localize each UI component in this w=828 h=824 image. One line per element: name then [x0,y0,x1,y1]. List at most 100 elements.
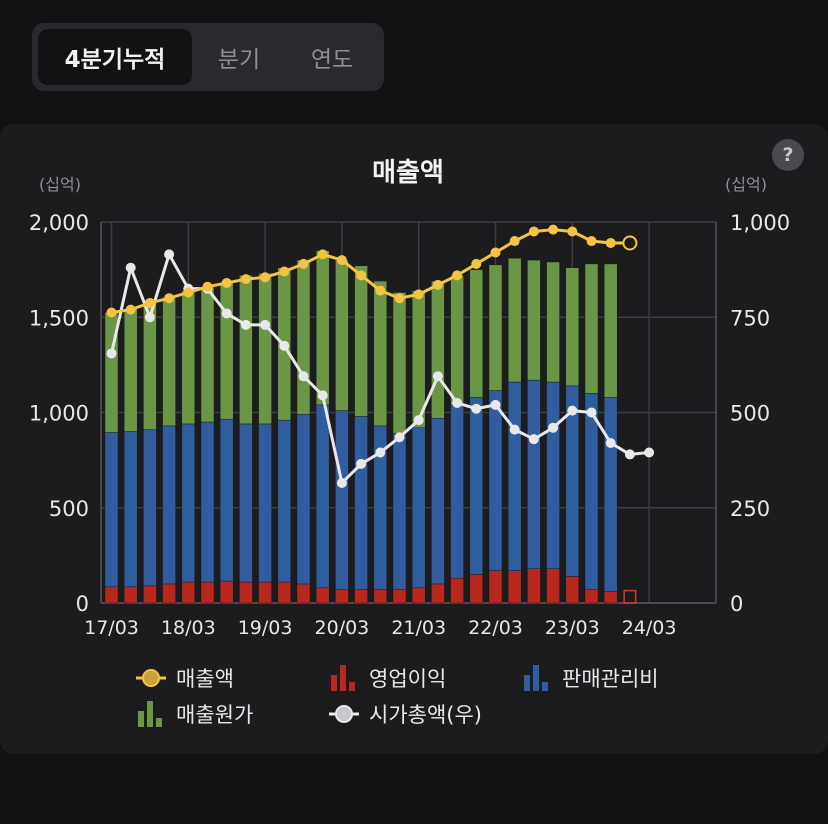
point-revenue [356,270,367,281]
bar-cogs [431,280,445,419]
bar-cogs [181,290,196,425]
bar-operating-profit [450,577,464,604]
bar-operating-profit [469,574,484,604]
bar-cogs [584,263,599,394]
legend-label: 판매관리비 [562,667,659,691]
legend-item-revenue[interactable]: 매출액 [136,663,234,693]
bar-operating-profit [392,589,407,604]
bar-cogs [507,257,522,383]
point-revenue [183,287,194,298]
bar-sga [450,404,464,579]
point-revenue [622,235,638,251]
tab-cumulative-4q[interactable]: 4분기누적 [38,29,192,85]
bar-cogs [469,269,484,398]
x-tick-label: 21/03 [391,617,446,639]
point-market-cap [490,399,501,410]
point-revenue [164,293,175,304]
y-tick-label-left: 1,000 [29,402,89,426]
bar-cogs [258,273,272,425]
point-market-cap [413,415,424,426]
legend-label: 매출원가 [176,703,254,727]
point-market-cap [240,319,251,330]
legend-item-sga[interactable]: 판매관리비 [522,663,659,693]
point-revenue [125,304,136,315]
bar-sga [411,427,426,589]
point-revenue [202,281,213,292]
bar-sga [296,414,311,585]
chart-legend: 매출액 영업이익 판매관리비 매출원가 시가총액(우) [0,655,828,735]
tab-quarter[interactable]: 분기 [217,47,261,73]
point-market-cap [144,312,155,323]
bar-operating-profit [335,589,349,604]
bar-operating-profit [507,570,522,604]
tab-year[interactable]: 연도 [310,47,354,73]
bar-cogs [450,275,464,406]
point-market-cap [336,477,347,488]
point-market-cap [375,447,386,458]
bar-operating-profit [315,587,330,604]
legend-item-cogs[interactable]: 매출원가 [136,699,253,729]
point-revenue [298,258,309,269]
y-tick-label-right: 500 [730,402,770,426]
point-market-cap [548,422,559,433]
bar-cogs [603,263,618,398]
x-tick-label: 20/03 [315,617,370,639]
left-axis-unit: (십억) [39,175,81,194]
x-tick-label: 23/03 [545,617,600,639]
point-revenue [586,236,597,247]
legend-item-operating-profit[interactable]: 영업이익 [329,663,446,693]
bar-operating-profit [143,585,157,604]
line-marker-icon [329,699,359,729]
x-tick-label: 17/03 [84,617,139,639]
point-market-cap [509,424,520,435]
point-revenue [240,274,251,285]
series-line-revenue [111,228,630,314]
bar-sga [354,416,368,590]
bar-cogs [200,286,215,423]
bar-operating-profit [603,591,618,604]
bar-cogs [239,275,253,425]
point-revenue [413,289,424,300]
y-tick-label-left: 1,500 [29,306,89,330]
point-revenue [548,224,559,235]
point-revenue [471,258,482,269]
point-market-cap [356,458,367,469]
bar-sga [123,431,138,588]
bar-sga [527,379,541,569]
help-icon[interactable]: ? [772,139,804,171]
legend-item-market-cap[interactable]: 시가총액(우) [329,699,482,729]
bar-icon [522,663,552,693]
y-tick-label-left: 2,000 [29,211,89,235]
y-tick-label-right: 0 [730,592,743,616]
bar-sga [431,417,445,585]
point-market-cap [260,319,271,330]
right-axis-unit: (십억) [725,175,767,194]
bar-sga [469,397,484,575]
bar-cogs [527,259,541,381]
point-market-cap [567,405,578,416]
bar-operating-profit [488,570,503,604]
bar-sga [239,423,253,583]
bar-operating-profit [258,581,272,604]
point-revenue [432,279,443,290]
bar-icon [329,663,359,693]
bar-operating-profit [162,583,176,604]
point-revenue [394,293,405,304]
point-market-cap [586,407,597,418]
point-market-cap [471,403,482,414]
bar-sga [546,381,560,569]
bar-sga [507,381,522,571]
point-revenue [375,285,386,296]
y-tick-label-left: 0 [76,592,89,616]
point-market-cap [221,308,232,319]
point-revenue [260,272,271,283]
bar-cogs [488,264,503,391]
bar-operating-profit [373,589,388,604]
bar-operating-profit [200,581,215,604]
bar-cogs [565,267,580,387]
bar-cogs [354,265,368,417]
bar-sga [584,393,599,590]
point-revenue [279,266,290,277]
point-market-cap [298,371,309,382]
bar-operating-profit [181,581,196,604]
